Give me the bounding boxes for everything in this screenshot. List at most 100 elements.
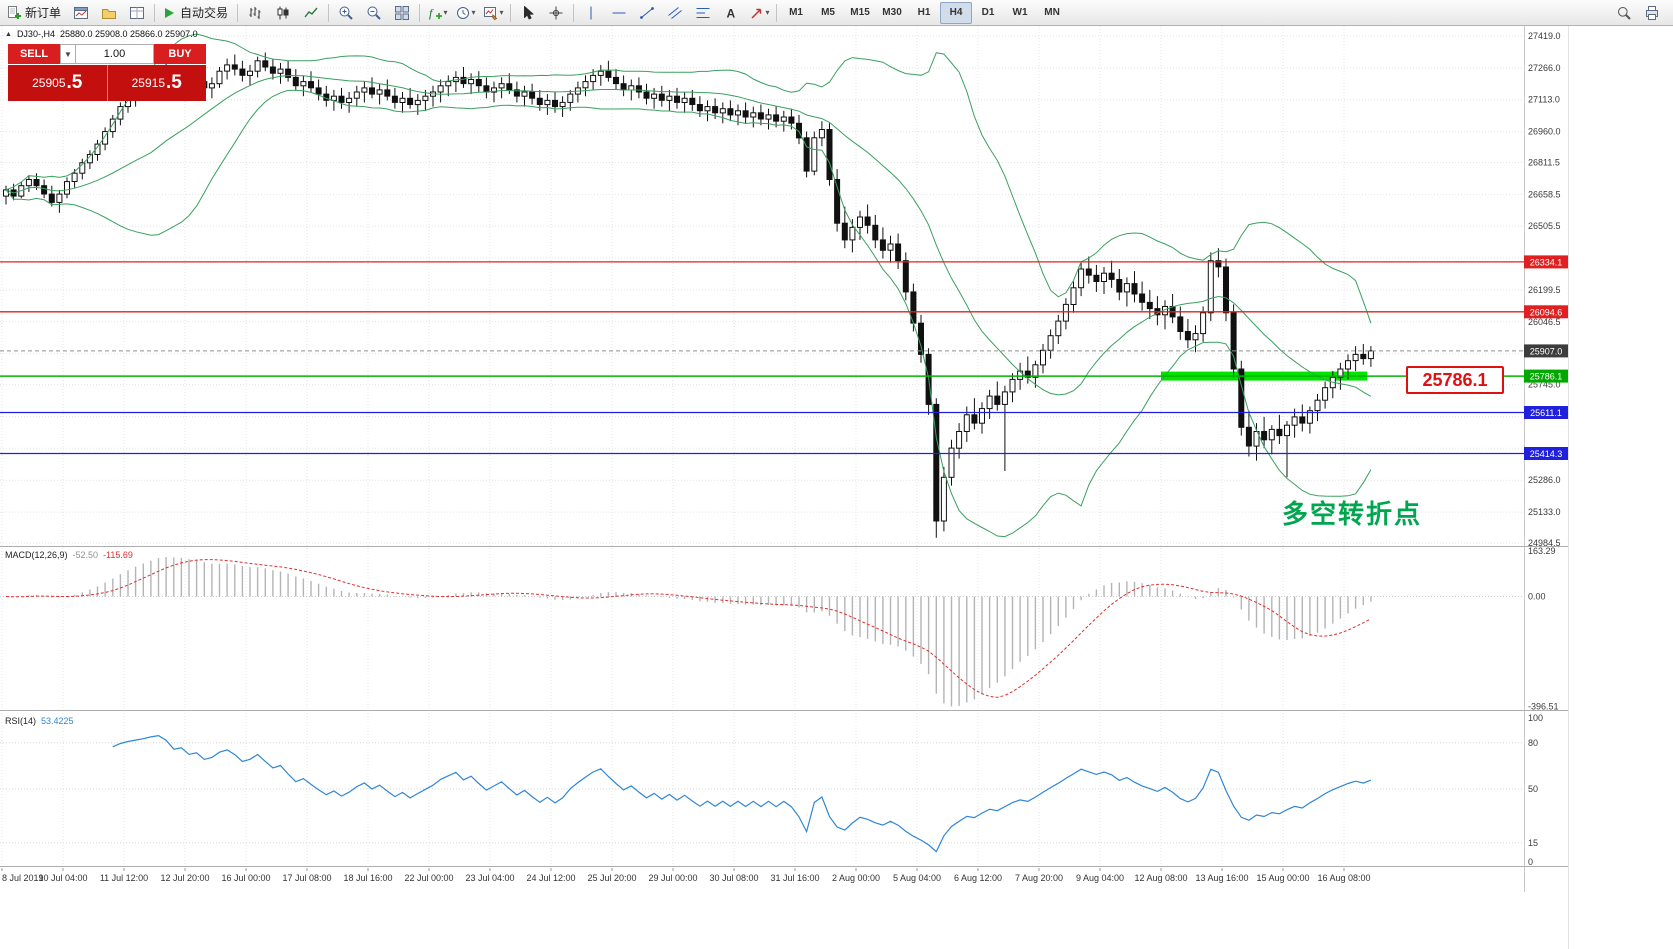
crosshair-button[interactable] bbox=[542, 1, 570, 25]
svg-text:26046.5: 26046.5 bbox=[1528, 317, 1561, 327]
trade-panel-prices: 25905.5 25915.5 bbox=[8, 65, 206, 101]
arrows-tool-icon bbox=[749, 5, 765, 21]
macd-axis-label: -396.51 bbox=[1528, 701, 1559, 711]
svg-text:12 Aug 08:00: 12 Aug 08:00 bbox=[1134, 873, 1187, 883]
candlestick-chart-button[interactable] bbox=[269, 1, 297, 25]
svg-text:11 Jul 12:00: 11 Jul 12:00 bbox=[100, 873, 148, 883]
auto-trading-button-label: 自动交易 bbox=[180, 6, 229, 20]
sell-button[interactable]: SELL bbox=[8, 44, 60, 64]
periods-button[interactable]: ▾ bbox=[451, 1, 479, 25]
timeframe-mn-button[interactable]: MN bbox=[1044, 7, 1060, 18]
rsi-title: RSI(14) bbox=[5, 716, 37, 726]
templates-button[interactable]: ▾ bbox=[479, 1, 507, 25]
toolbar-separator bbox=[510, 3, 512, 22]
timeframe-w1-button[interactable]: W1 bbox=[1012, 7, 1028, 18]
sell-price-frac: .5 bbox=[66, 72, 83, 93]
price-axis[interactable] bbox=[1524, 26, 1568, 892]
timeframe-h1-button[interactable]: H1 bbox=[917, 7, 931, 18]
chart-background bbox=[0, 26, 1673, 949]
chart-annotation-text[interactable]: 多空转折点 bbox=[1282, 499, 1423, 529]
line-chart-button[interactable] bbox=[297, 1, 325, 25]
svg-text:f: f bbox=[429, 6, 434, 20]
time-axis[interactable] bbox=[0, 868, 1524, 892]
vertical-gridlines bbox=[1, 26, 1345, 866]
profiles-icon bbox=[101, 5, 117, 21]
channel-button[interactable] bbox=[661, 1, 689, 25]
svg-text:25 Jul 20:00: 25 Jul 20:00 bbox=[587, 873, 636, 883]
price-callout[interactable]: 25786.1 bbox=[1406, 366, 1504, 394]
volume-dropdown-icon[interactable]: ▼ bbox=[60, 44, 75, 64]
dropdown-caret-icon[interactable]: ▾ bbox=[499, 8, 504, 17]
new-chart-button[interactable] bbox=[67, 1, 95, 25]
timeframe-d1-button[interactable]: D1 bbox=[981, 7, 995, 18]
horizontal-gridlines bbox=[0, 35, 1524, 544]
rsi-axis-label: 15 bbox=[1528, 838, 1538, 848]
timeframe-m30-button[interactable]: M30 bbox=[882, 7, 902, 18]
bollinger-bands bbox=[5, 33, 1372, 538]
text-button[interactable]: A bbox=[717, 1, 745, 25]
dropdown-caret-icon[interactable]: ▾ bbox=[471, 8, 476, 17]
data-window-button[interactable] bbox=[123, 1, 151, 25]
timeframe-m1-button[interactable]: M1 bbox=[789, 7, 803, 18]
timeframe-m5-button[interactable]: M5 bbox=[821, 7, 835, 18]
indicators-button[interactable]: f ▾ bbox=[423, 1, 451, 25]
bollinger-lower-band bbox=[5, 89, 1372, 538]
svg-text:16 Jul 00:00: 16 Jul 00:00 bbox=[221, 873, 270, 883]
hline-icon bbox=[611, 5, 627, 21]
bar-chart-button[interactable] bbox=[241, 1, 269, 25]
dropdown-caret-icon[interactable]: ▾ bbox=[765, 8, 770, 17]
trendline-button[interactable] bbox=[633, 1, 661, 25]
volume-input[interactable]: 1.00 bbox=[75, 44, 154, 64]
svg-text:25786.1: 25786.1 bbox=[1530, 372, 1563, 382]
search-button[interactable] bbox=[1610, 1, 1638, 25]
tile-windows-button[interactable] bbox=[388, 1, 416, 25]
arrows-button[interactable]: ▾ bbox=[745, 1, 773, 25]
svg-text:22 Jul 00:00: 22 Jul 00:00 bbox=[404, 873, 453, 883]
one-click-trading-panel: SELL ▼ 1.00 BUY 25905.5 25915.5 bbox=[8, 44, 206, 101]
timeframe-h4-button[interactable]: H4 bbox=[940, 1, 973, 24]
toolbar-right-groups bbox=[1610, 1, 1666, 25]
trade-panel-controls: SELL ▼ 1.00 BUY bbox=[8, 44, 206, 64]
zoom-in-button[interactable] bbox=[332, 1, 360, 25]
svg-text:27419.0: 27419.0 bbox=[1528, 31, 1561, 41]
sell-price[interactable]: 25905.5 bbox=[8, 65, 108, 101]
rsi-axis-label: 80 bbox=[1528, 738, 1538, 748]
toolbar-separator bbox=[154, 3, 156, 22]
cursor-button[interactable] bbox=[514, 1, 542, 25]
dropdown-caret-icon[interactable]: ▾ bbox=[443, 8, 448, 17]
vertical-line-button[interactable] bbox=[577, 1, 605, 25]
svg-text:26505.5: 26505.5 bbox=[1528, 221, 1561, 231]
horizontal-line-button[interactable] bbox=[605, 1, 633, 25]
svg-text:2 Aug 00:00: 2 Aug 00:00 bbox=[832, 873, 880, 883]
svg-text:6 Aug 12:00: 6 Aug 12:00 bbox=[954, 873, 1002, 883]
zoom-out-button[interactable] bbox=[360, 1, 388, 25]
chart-title: ▲ DJ30-,H4 25880.0 25908.0 25866.0 25907… bbox=[5, 29, 198, 39]
print-button[interactable] bbox=[1638, 1, 1666, 25]
price-tag-25414.3: 25414.3 bbox=[1524, 447, 1568, 460]
svg-text:17 Jul 08:00: 17 Jul 08:00 bbox=[282, 873, 331, 883]
collapse-chart-icon[interactable]: ▲ bbox=[5, 30, 12, 38]
svg-text:18 Jul 16:00: 18 Jul 16:00 bbox=[343, 873, 392, 883]
svg-text:A: A bbox=[727, 6, 736, 20]
macd-label: MACD(12,26,9) -52.50 -115.69 bbox=[5, 550, 133, 560]
macd-signal-value: -115.69 bbox=[103, 550, 133, 560]
search-icon bbox=[1616, 5, 1632, 21]
print-icon bbox=[1644, 5, 1660, 21]
timeframe-m15-button[interactable]: M15 bbox=[850, 7, 870, 18]
svg-text:25611.1: 25611.1 bbox=[1530, 408, 1562, 418]
macd-axis-label: 163.29 bbox=[1528, 546, 1556, 556]
auto-trading-button[interactable]: 自动交易 bbox=[158, 1, 234, 25]
chart-canvas[interactable]: 27419.0 27266.0 27113.0 26960.0 26811.5 26658… bbox=[0, 26, 1673, 949]
svg-text:30 Jul 08:00: 30 Jul 08:00 bbox=[709, 873, 758, 883]
new-order-button[interactable]: 新订单 bbox=[3, 1, 67, 25]
fibonacci-button[interactable] bbox=[689, 1, 717, 25]
buy-price-main: 25915 bbox=[131, 76, 165, 90]
indicators-icon: f bbox=[427, 5, 443, 21]
buy-button[interactable]: BUY bbox=[154, 44, 206, 64]
buy-price[interactable]: 25915.5 bbox=[107, 65, 206, 101]
profiles-button[interactable] bbox=[95, 1, 123, 25]
svg-text:29 Jul 00:00: 29 Jul 00:00 bbox=[648, 873, 697, 883]
crosshair-icon bbox=[548, 5, 564, 21]
zoom-out-icon bbox=[366, 5, 382, 21]
fibonacci-icon bbox=[695, 5, 711, 21]
